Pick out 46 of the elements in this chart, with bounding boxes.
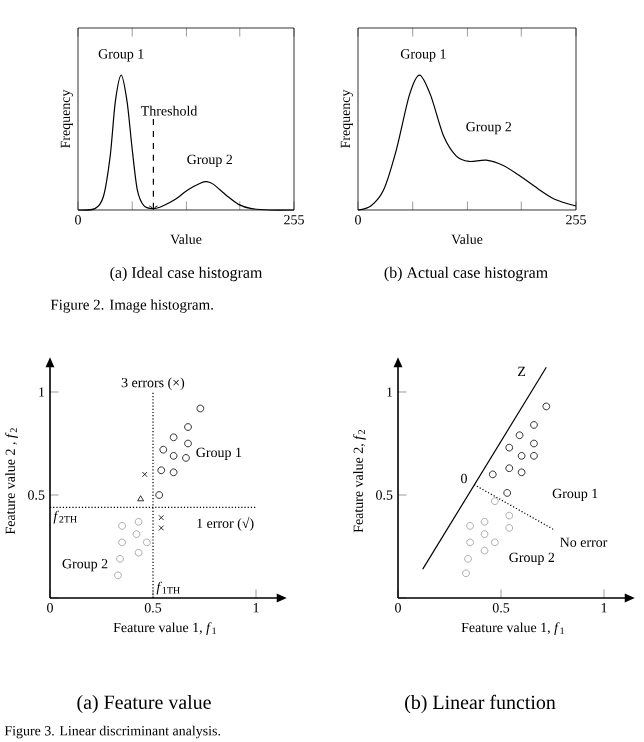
point (118, 538, 126, 547)
point (517, 452, 526, 460)
point (155, 491, 163, 499)
point (134, 548, 143, 557)
point (118, 522, 126, 530)
point (158, 525, 165, 531)
point (505, 443, 514, 452)
point (517, 468, 526, 477)
point (157, 466, 166, 475)
point (515, 431, 524, 440)
point (530, 452, 538, 460)
point (464, 555, 472, 563)
point (143, 538, 151, 547)
point (480, 530, 489, 538)
point (505, 524, 514, 532)
point (169, 452, 178, 460)
text: (b) Linear function (405, 694, 556, 714)
point (114, 571, 122, 580)
point (542, 402, 551, 411)
point (505, 464, 514, 472)
point (159, 445, 168, 454)
point (462, 569, 470, 578)
point (184, 423, 192, 431)
point (503, 489, 511, 497)
point (182, 454, 190, 462)
point (169, 468, 178, 477)
point (158, 514, 165, 521)
point (480, 517, 489, 526)
point (480, 546, 489, 555)
text: (a) Feature value (77, 694, 211, 714)
point (488, 470, 497, 479)
point (137, 495, 144, 502)
point (196, 404, 205, 413)
point (491, 497, 499, 505)
point (141, 471, 148, 478)
point (530, 421, 538, 429)
point (505, 511, 514, 520)
point (184, 439, 192, 448)
point (466, 538, 474, 547)
point (134, 517, 143, 526)
point (169, 433, 178, 442)
point (132, 530, 141, 538)
point (466, 522, 474, 530)
point (116, 555, 124, 563)
point (530, 439, 538, 448)
point (491, 538, 499, 547)
